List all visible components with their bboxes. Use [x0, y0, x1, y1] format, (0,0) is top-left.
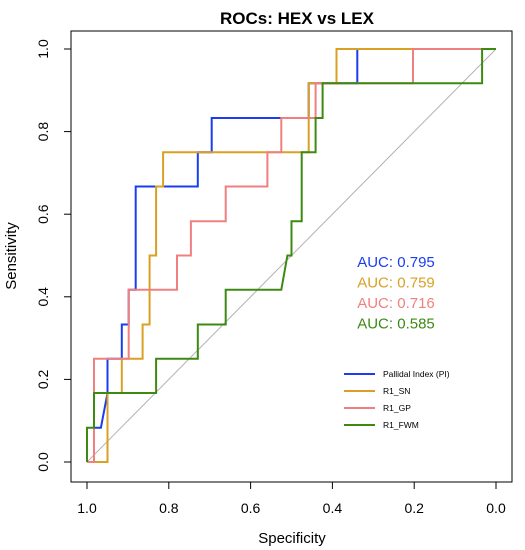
chart-title: ROCs: HEX vs LEX	[220, 9, 375, 28]
x-axis-label: Specificity	[258, 530, 326, 547]
auc-annotation: AUC: 0.716	[357, 295, 435, 312]
y-tick-label: 0.0	[35, 452, 51, 472]
y-axis-label: Sensitivity	[3, 222, 20, 290]
auc-annotation: AUC: 0.795	[357, 254, 435, 271]
series-layer	[86, 48, 496, 463]
legend-label: R1_FWM	[383, 420, 419, 430]
y-tick-label: 1.0	[35, 39, 51, 59]
x-tick-label: 0.8	[159, 500, 179, 516]
x-tick-label: 0.6	[241, 500, 261, 516]
x-tick-label: 0.0	[486, 500, 506, 516]
auc-annotations: AUC: 0.795 AUC: 0.759 AUC: 0.716 AUC: 0.585	[357, 254, 435, 333]
x-tick-label: 0.2	[404, 500, 424, 516]
y-tick-label: 0.8	[35, 122, 51, 142]
x-tick-label: 0.4	[323, 500, 343, 516]
y-tick-label: 0.2	[35, 369, 51, 389]
legend: Pallidal Index (PI) R1_SN R1_GP R1_FWM	[344, 369, 450, 430]
legend-label: R1_GP	[383, 403, 411, 413]
y-tick-label: 0.4	[35, 287, 51, 307]
axes: 1.0 0.8 0.6 0.4 0.2 0.0 0.0 0.2 0.4 0.6 0.8 1.0	[35, 39, 506, 516]
x-tick-label: 1.0	[77, 500, 97, 516]
auc-annotation: AUC: 0.759	[357, 275, 435, 292]
series-line-r1-fwm	[86, 48, 496, 462]
legend-label: Pallidal Index (PI)	[383, 369, 450, 379]
auc-annotation: AUC: 0.585	[357, 316, 435, 333]
series-line-r1-gp	[87, 48, 496, 463]
y-tick-label: 0.6	[35, 204, 51, 224]
legend-label: R1_SN	[383, 386, 410, 396]
